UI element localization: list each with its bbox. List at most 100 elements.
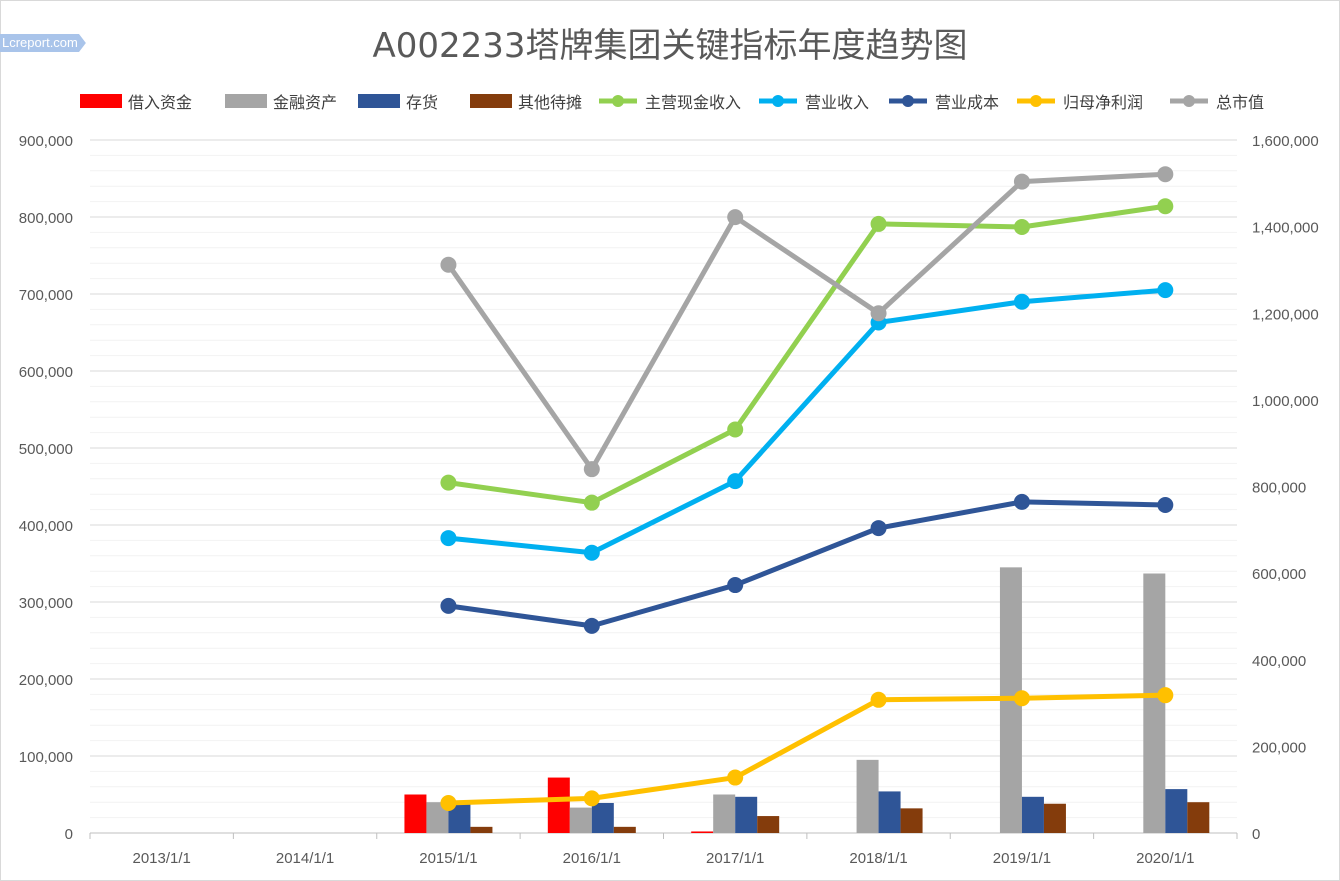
line-营业成本 — [445, 499, 1168, 629]
point-归母净利润 — [727, 769, 744, 786]
bar-借入资金 — [691, 831, 714, 833]
point-营业收入 — [1013, 293, 1030, 310]
legend-line-marker — [759, 95, 797, 107]
x-tick-label: 2020/1/1 — [1136, 850, 1194, 867]
x-tick-label: 2019/1/1 — [993, 850, 1051, 867]
y-right-tick-label: 1,600,000 — [1252, 133, 1319, 150]
bar-金融资产 — [426, 802, 449, 833]
point-总市值 — [583, 461, 600, 478]
y-left-tick-label: 300,000 — [19, 595, 73, 612]
legend-label: 归母净利润 — [1063, 93, 1144, 112]
legend-label: 营业成本 — [935, 93, 1000, 112]
legend-item: 主营现金收入 — [597, 89, 741, 113]
point-营业成本 — [1013, 493, 1030, 510]
y-right-tick-label: 1,000,000 — [1252, 393, 1319, 410]
point-归母净利润 — [440, 794, 457, 811]
bar-存货 — [1021, 796, 1044, 833]
legend-label: 主营现金收入 — [645, 93, 742, 112]
x-tick-label: 2018/1/1 — [849, 850, 907, 867]
y-right-tick-label: 200,000 — [1252, 739, 1306, 756]
point-主营现金收入 — [870, 215, 887, 232]
legend-item: 金融资产 — [225, 89, 337, 113]
legend-line-marker — [599, 95, 637, 107]
legend-line-marker — [1170, 95, 1208, 107]
point-主营现金收入 — [583, 494, 600, 511]
point-归母净利润 — [870, 691, 887, 708]
y-left-tick-label: 0 — [65, 826, 73, 843]
legend-swatch — [358, 94, 400, 108]
y-right-tick-label: 1,200,000 — [1252, 306, 1319, 323]
bar-借入资金 — [404, 794, 427, 833]
legend-label: 存货 — [406, 93, 439, 112]
legend-item: 总市值 — [1168, 89, 1264, 113]
legend-item: 营业收入 — [757, 89, 869, 113]
point-归母净利润 — [1157, 687, 1174, 704]
point-主营现金收入 — [727, 421, 744, 438]
bar-其他待摊 — [900, 808, 923, 833]
y-left-tick-label: 200,000 — [19, 672, 73, 689]
bar-金融资产 — [569, 807, 592, 833]
watermark: Lcreport.com — [0, 34, 86, 52]
legend-label: 金融资产 — [273, 93, 338, 112]
bar-存货 — [878, 791, 901, 833]
point-总市值 — [1013, 173, 1030, 190]
bar-存货 — [1165, 789, 1188, 833]
point-营业收入 — [440, 530, 457, 547]
legend-label: 其他待摊 — [518, 93, 583, 112]
point-营业收入 — [727, 473, 744, 490]
bar-其他待摊 — [757, 816, 780, 833]
line-营业收入 — [445, 287, 1168, 556]
y-left-tick-label: 600,000 — [19, 364, 73, 381]
bar-其他待摊 — [1043, 803, 1066, 833]
legend-line-marker — [889, 95, 927, 107]
point-营业成本 — [727, 577, 744, 594]
point-营业成本 — [1157, 496, 1174, 513]
bar-存货 — [735, 796, 758, 833]
y-left-tick-label: 500,000 — [19, 441, 73, 458]
y-right-tick-label: 400,000 — [1252, 653, 1306, 670]
legend-swatch — [80, 94, 122, 108]
y-left-tick-label: 800,000 — [19, 210, 73, 227]
bar-其他待摊 — [1187, 802, 1210, 833]
y-left-tick-label: 400,000 — [19, 518, 73, 535]
legend-item: 营业成本 — [887, 89, 999, 113]
point-营业成本 — [870, 520, 887, 537]
point-主营现金收入 — [440, 474, 457, 491]
point-总市值 — [440, 256, 457, 273]
bar-金融资产 — [856, 759, 879, 833]
y-right-tick-label: 600,000 — [1252, 566, 1306, 583]
y-right-tick-label: 800,000 — [1252, 480, 1306, 497]
x-tick-label: 2016/1/1 — [563, 850, 621, 867]
legend-label: 借入资金 — [128, 93, 193, 112]
point-营业收入 — [1157, 282, 1174, 299]
legend-label: 营业收入 — [805, 93, 870, 112]
bar-金融资产 — [1143, 573, 1166, 833]
y-left-tick-label: 900,000 — [19, 133, 73, 150]
point-营业收入 — [583, 544, 600, 561]
legend-label: 总市值 — [1216, 93, 1265, 112]
bar-其他待摊 — [470, 826, 493, 833]
bar-借入资金 — [547, 777, 570, 833]
point-主营现金收入 — [1157, 198, 1174, 215]
bar-其他待摊 — [613, 826, 636, 833]
x-tick-label: 2017/1/1 — [706, 850, 764, 867]
x-tick-label: 2015/1/1 — [419, 850, 477, 867]
point-归母净利润 — [583, 790, 600, 807]
legend-item: 存货 — [358, 89, 438, 113]
point-营业成本 — [583, 617, 600, 634]
legend-line-marker — [1017, 95, 1055, 107]
legend-item: 借入资金 — [80, 89, 192, 113]
legend-item: 归母净利润 — [1015, 89, 1143, 113]
y-right-tick-label: 0 — [1252, 826, 1260, 843]
point-总市值 — [870, 305, 887, 322]
chart-title: A002233塔牌集团关键指标年度趋势图 — [372, 26, 968, 66]
y-left-tick-label: 100,000 — [19, 749, 73, 766]
point-营业成本 — [440, 597, 457, 614]
y-right-tick-label: 1,400,000 — [1252, 220, 1319, 237]
legend-item: 其他待摊 — [470, 89, 582, 113]
legend-swatch — [225, 94, 267, 108]
x-tick-label: 2013/1/1 — [132, 850, 190, 867]
point-总市值 — [727, 209, 744, 226]
